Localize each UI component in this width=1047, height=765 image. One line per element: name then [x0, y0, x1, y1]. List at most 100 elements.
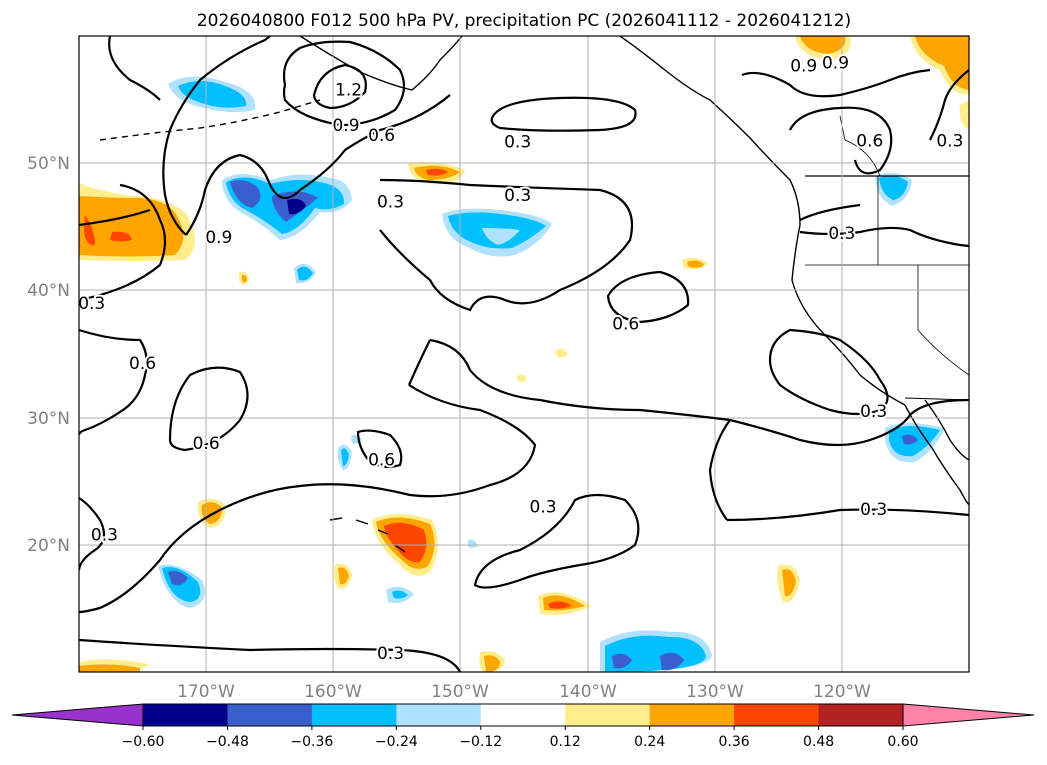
precip-positive-area — [517, 374, 527, 382]
precip-positive-area — [548, 601, 572, 609]
pv-contour-0.6 — [789, 106, 893, 175]
colorbar-swatch — [480, 704, 566, 726]
contour-label: 0.6 — [368, 451, 395, 471]
colorbar-tick-label: 0.12 — [550, 734, 581, 750]
map-area: 0.3 0.3 0.3 0.3 0.3 0.3 0.3 0.3 0.3 0.3 0.3 0.6 0.6 0… — [79, 36, 969, 672]
pv-contour-0.3 — [79, 384, 537, 614]
precip-positive-area — [915, 36, 969, 90]
pv-contour-0.6 — [168, 366, 249, 452]
pv-contour-0.3 — [79, 497, 106, 571]
pv-contour-0.3 — [108, 36, 161, 101]
colorbar-tick-label: 0.36 — [719, 734, 750, 750]
precip-positive-area — [79, 664, 140, 672]
contour-label: 0.3 — [504, 186, 531, 206]
pv-contour-1.2 — [312, 63, 367, 110]
pv-contour-0.6 — [356, 429, 403, 469]
pv-contour-0.3 — [726, 508, 969, 522]
aleutian-islands — [99, 99, 321, 141]
contour-label: 0.9 — [790, 56, 817, 76]
contour-label: 0.6 — [612, 314, 639, 334]
pv-contour-0.3 — [799, 203, 861, 221]
contour-label: 0.3 — [860, 500, 887, 520]
x-axis-labels: 170°W 160°W 150°W 140°W 130°W 120°W — [177, 682, 871, 702]
colorbar-extend-low — [11, 703, 144, 727]
precip-positive-area — [556, 348, 568, 358]
canada-coast — [619, 36, 801, 226]
pv-contour-0.6 — [606, 270, 690, 324]
contour-label: 0.9 — [332, 116, 359, 136]
contour-label: 0.3 — [530, 498, 557, 518]
map-background — [79, 36, 969, 672]
y-tick-label: 20°N — [27, 536, 70, 556]
pv-contour-0.6 — [379, 94, 451, 132]
precip-negative-area — [230, 180, 261, 208]
pv-contour-0.6 — [79, 328, 148, 436]
coastlines — [99, 36, 969, 553]
mexico-coast — [924, 399, 969, 461]
colorbar-swatch — [818, 704, 904, 726]
pv-contour-0.3 — [429, 338, 969, 447]
pv-contours — [79, 36, 969, 672]
colorbar-swatch — [565, 704, 651, 726]
precip-positive-area — [484, 655, 500, 672]
precip-positive-area — [84, 215, 95, 246]
precip-positive-area — [687, 260, 704, 268]
colorbar-frame — [142, 703, 904, 727]
map-frame — [78, 35, 970, 673]
pv-contour-0.9 — [282, 40, 406, 127]
precip-negative-area — [902, 434, 918, 445]
colorbar-tick-label: −0.36 — [290, 734, 333, 750]
pv-contour-0.3 — [473, 493, 640, 589]
contour-label: 0.9 — [822, 54, 849, 74]
colorbar-swatch — [734, 704, 820, 726]
colorbar-swatch — [396, 704, 482, 726]
precip-negative-area — [612, 653, 632, 669]
alaska-coast — [299, 36, 463, 91]
colorbar: −0.60 −0.48 −0.36 −0.24 −0.12 0.12 0.24 0.36 0.4… — [11, 703, 1035, 750]
pv-contour-0.3 — [407, 339, 431, 386]
precip-negative-area — [660, 652, 684, 671]
state-border — [917, 265, 969, 376]
precip-positive-area — [110, 231, 132, 242]
precip-positive-area — [338, 567, 349, 585]
colorbar-tick-label: −0.60 — [122, 734, 165, 750]
pv-contour-0.3 — [929, 69, 969, 141]
colorbar-tick-label: 0.60 — [887, 734, 918, 750]
precip-negative-area — [468, 539, 478, 548]
pv-contour-0.9 — [162, 36, 271, 236]
contour-label: 0.3 — [504, 133, 531, 153]
x-tick-label: 150°W — [431, 682, 489, 702]
x-tick-label: 120°W — [813, 682, 871, 702]
pv-contour-0.3 — [799, 226, 969, 248]
precip-negative-area — [879, 175, 908, 200]
x-tick-label: 160°W — [304, 682, 362, 702]
colorbar-swatch — [227, 704, 313, 726]
contour-label: 1.2 — [335, 80, 362, 100]
contour-label: 0.3 — [936, 131, 963, 151]
colorbar-tick-label: −0.48 — [206, 734, 249, 750]
y-axis-labels: 20°N 30°N 40°N 50°N — [27, 154, 70, 556]
contour-label: 0.3 — [377, 192, 404, 212]
contour-label: 0.6 — [368, 126, 395, 146]
contour-label: 0.3 — [91, 526, 118, 546]
colorbar-tick-label: −0.12 — [459, 734, 502, 750]
pv-contour-0.6 — [768, 328, 889, 416]
precip-negative-area — [392, 590, 408, 599]
colorbar-swatch — [649, 704, 735, 726]
colorbar-swatch — [143, 704, 228, 726]
precip-positive-area — [242, 274, 247, 283]
pv-contour-0.3 — [79, 638, 461, 672]
precip-negative-area — [297, 266, 313, 281]
colorbar-tick-label: 0.24 — [634, 734, 665, 750]
y-tick-label: 40°N — [27, 281, 70, 301]
x-tick-label: 130°W — [686, 682, 744, 702]
baja-california — [904, 404, 969, 506]
colorbar-tick-label: 0.48 — [803, 734, 834, 750]
colorbar-tick-label: −0.24 — [375, 734, 418, 750]
pv-contour-0.3 — [379, 178, 634, 312]
precip-negative-area — [287, 198, 306, 215]
precip-negative-area — [482, 228, 520, 245]
contour-label: 0.3 — [377, 644, 404, 664]
contour-label: 0.6 — [193, 434, 220, 454]
